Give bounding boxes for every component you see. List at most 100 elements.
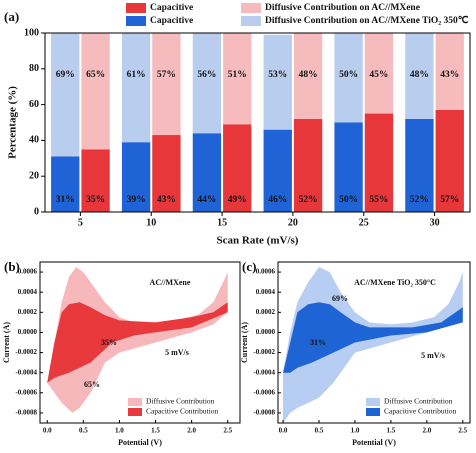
- x-tick-label: 30: [430, 217, 440, 228]
- y-tick-label: -0.0002: [253, 348, 275, 356]
- x-tick-label: 0.5: [79, 427, 88, 435]
- bar: [364, 33, 394, 114]
- y-tick-label: 80: [29, 63, 39, 74]
- bar: [152, 135, 181, 212]
- y-tick-label: 0.0000: [18, 328, 38, 336]
- legend-swatch: [128, 398, 142, 406]
- y-tick-label: 0.0006: [18, 268, 38, 276]
- value-label: 48%: [299, 70, 318, 80]
- value-label: 48%: [410, 70, 429, 80]
- value-label: 45%: [369, 70, 388, 80]
- annotation: 31%: [310, 338, 326, 347]
- value-label: 49%: [228, 195, 247, 205]
- annotation: 5 mV/s: [421, 351, 445, 360]
- annotation: 69%: [332, 294, 348, 303]
- bar: [364, 113, 394, 212]
- legend-label: Capacitive: [150, 3, 193, 13]
- y-tick-label: 0.0004: [256, 288, 276, 296]
- value-label: 51%: [228, 70, 247, 80]
- y-tick-label: 0.0000: [256, 328, 276, 336]
- value-label: 43%: [440, 70, 459, 80]
- annotation: 5 mV/s: [165, 348, 189, 357]
- y-tick-label: 0.0006: [256, 268, 276, 276]
- bar: [81, 33, 110, 150]
- bar: [293, 118, 323, 212]
- legend-label: Capacitive Contribution: [146, 407, 219, 416]
- legend-label: Diffusive Contribution: [384, 397, 453, 406]
- x-axis-label: Potential (V): [352, 438, 396, 447]
- x-tick-label: 2.5: [223, 427, 232, 435]
- annotation: 65%: [84, 380, 100, 389]
- bar: [81, 149, 110, 212]
- y-tick-label: -0.0008: [15, 409, 37, 417]
- cv-area: [283, 302, 463, 373]
- value-label: 52%: [299, 195, 318, 205]
- y-tick-label: -0.0006: [15, 388, 37, 396]
- y-tick-label: 20: [29, 170, 39, 181]
- bar: [223, 124, 252, 212]
- x-tick-label: 0.0: [43, 427, 52, 435]
- x-tick-label: 1.5: [387, 427, 396, 435]
- legend-swatch: [241, 3, 261, 13]
- bar: [405, 118, 434, 212]
- value-label: 57%: [157, 70, 176, 80]
- x-tick-label: 15: [217, 217, 227, 228]
- value-label: 50%: [339, 70, 358, 80]
- y-tick-label: -0.0008: [253, 409, 275, 417]
- x-tick-label: 0.0: [279, 427, 288, 435]
- y-tick-label: -0.0002: [15, 348, 37, 356]
- bar: [51, 33, 80, 157]
- value-label: 35%: [86, 195, 105, 205]
- y-tick-label: 40: [29, 135, 39, 146]
- y-tick-label: 0.0002: [256, 308, 276, 316]
- value-label: 50%: [339, 195, 358, 205]
- y-tick-label: -0.0004: [15, 368, 37, 376]
- x-tick-label: 1.5: [151, 427, 160, 435]
- plot-frame: [39, 261, 241, 424]
- value-label: 39%: [127, 195, 146, 205]
- bar: [192, 33, 222, 134]
- y-tick-label: 0.0004: [18, 288, 38, 296]
- value-label: 65%: [86, 70, 105, 80]
- x-tick-label: 1.0: [351, 427, 360, 435]
- value-label: 46%: [268, 195, 287, 205]
- x-tick-label: 20: [288, 217, 298, 228]
- legend-swatch: [366, 398, 380, 406]
- cv-area: [47, 267, 228, 413]
- x-tick-label: 2.5: [458, 427, 467, 435]
- x-axis-label: Scan Rate (mV/s): [217, 235, 299, 247]
- value-label: 69%: [56, 70, 75, 80]
- y-axis-label: Percentage (%): [7, 86, 19, 159]
- legend-swatch: [128, 408, 142, 416]
- y-tick-label: 0: [34, 206, 39, 217]
- value-label: 55%: [369, 195, 388, 205]
- x-tick-label: 1.0: [115, 427, 124, 435]
- bar: [263, 34, 292, 130]
- x-tick-label: 0.5: [315, 427, 324, 435]
- legend-swatch: [241, 16, 261, 26]
- bar: [192, 133, 222, 212]
- x-tick-label: 2.0: [187, 427, 196, 435]
- plot-frame: [44, 32, 471, 213]
- bar: [435, 109, 464, 212]
- bar: [334, 33, 363, 123]
- x-tick-label: 2.0: [422, 427, 431, 435]
- bar: [121, 33, 151, 143]
- legend-swatch: [366, 408, 380, 416]
- panel-label: (b): [4, 259, 20, 274]
- x-axis-label: Potential (V): [118, 438, 162, 447]
- x-tick-label: 10: [146, 217, 156, 228]
- y-tick-label: 100: [24, 27, 39, 38]
- bar: [263, 129, 292, 212]
- bar: [435, 33, 464, 110]
- bar: [223, 33, 252, 125]
- legend-label: Diffusive Contribution on AC//MXene TiO₂…: [265, 15, 469, 26]
- y-tick-label: 0.0002: [18, 308, 38, 316]
- value-label: 43%: [157, 195, 176, 205]
- value-label: 53%: [268, 70, 287, 80]
- panel-label: (c): [242, 259, 256, 274]
- annotation: 35%: [101, 338, 117, 347]
- annotation: AC//MXene TiO₂ 350°C: [354, 278, 436, 287]
- y-tick-label: 60: [29, 99, 39, 110]
